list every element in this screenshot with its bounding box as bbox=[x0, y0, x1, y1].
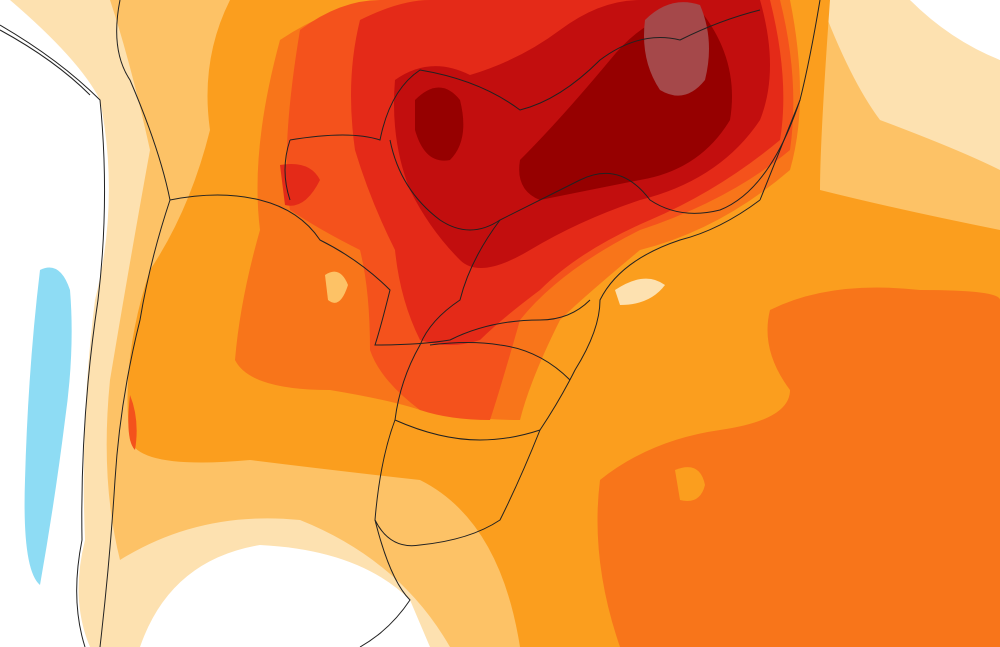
contour-level-4-ocean bbox=[597, 287, 1000, 647]
ocean-bottom bbox=[140, 545, 430, 647]
contour-level-1-island bbox=[615, 278, 665, 305]
contour-level-3-spot bbox=[675, 467, 705, 501]
country-borders bbox=[0, 0, 821, 647]
negative-anomaly-region bbox=[24, 267, 72, 585]
contour-level-5-b bbox=[128, 395, 137, 450]
contour-level-8 bbox=[415, 87, 464, 161]
ocean-top-right bbox=[910, 0, 1000, 60]
contour-level-9 bbox=[644, 2, 709, 96]
contour-level-2-spot bbox=[325, 271, 348, 303]
contour-level-6-b bbox=[280, 164, 320, 206]
